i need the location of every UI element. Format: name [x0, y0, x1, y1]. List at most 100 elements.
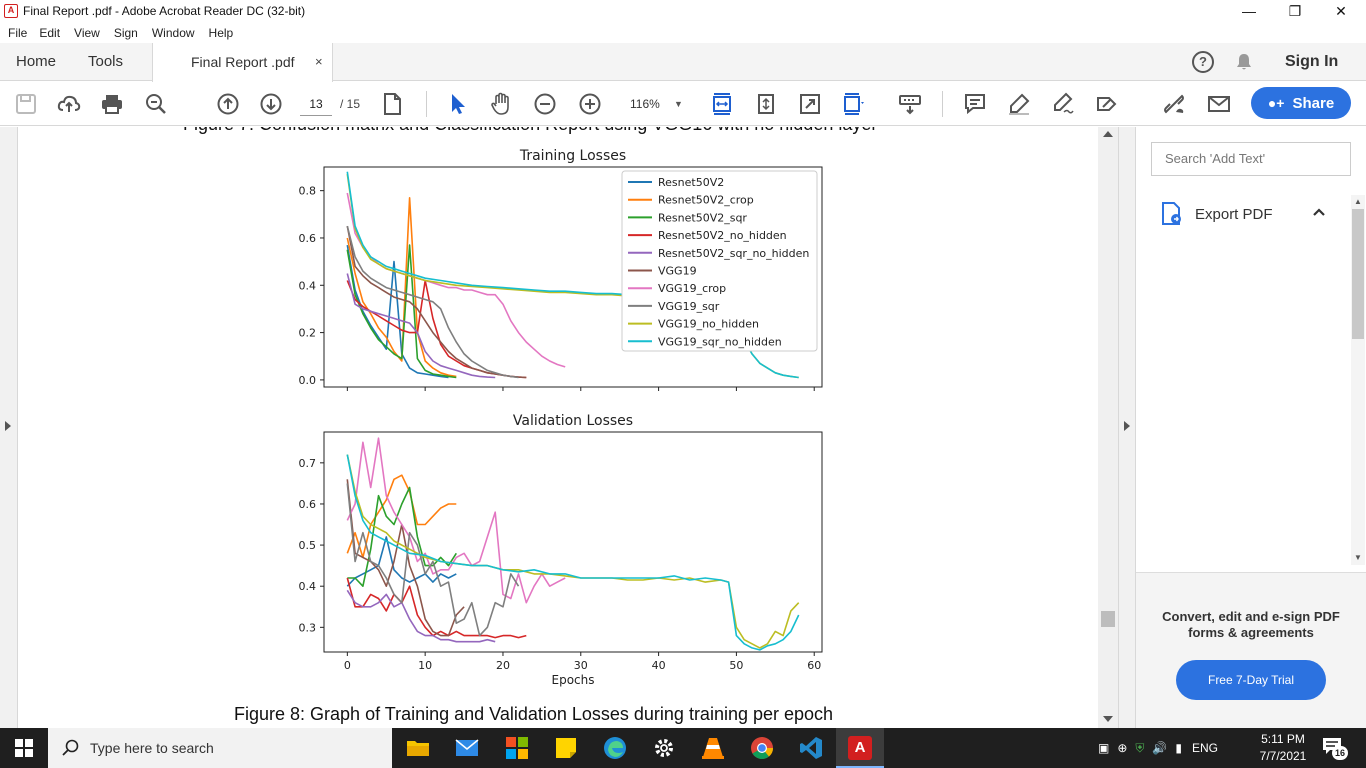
settings-gear-icon[interactable]: [650, 734, 678, 762]
scroll-thumb[interactable]: [1101, 611, 1115, 627]
menu-sign[interactable]: Sign: [113, 25, 138, 40]
validation-y-tick-label: 0.3: [299, 621, 317, 634]
menu-edit[interactable]: Edit: [39, 25, 61, 40]
acrobat-logo-icon: A: [4, 4, 18, 18]
legend-label: VGG19_no_hidden: [658, 318, 759, 331]
full-screen-icon[interactable]: [796, 90, 824, 118]
page-view-icon[interactable]: [378, 90, 406, 118]
legend-label: Resnet50V2_sqr_no_hidden: [658, 247, 809, 260]
fill-sign-icon[interactable]: [1093, 90, 1121, 118]
acrobat-taskbar-button[interactable]: A: [836, 728, 884, 768]
language-indicator[interactable]: ENG: [1191, 741, 1218, 755]
tools-search-input[interactable]: Search 'Add Text': [1151, 142, 1351, 176]
previous-page-icon[interactable]: [214, 90, 242, 118]
tab-document-label: Final Report .pdf: [191, 54, 295, 70]
vscode-icon[interactable]: [797, 734, 825, 762]
pdf-page: Figure 7: Confusion matrix and Classific…: [18, 127, 1098, 728]
mail-icon[interactable]: [453, 734, 481, 762]
zoom-in-icon[interactable]: [576, 90, 604, 118]
zoom-value: 116%: [630, 97, 660, 111]
vlc-icon[interactable]: [699, 734, 727, 762]
draw-sign-icon[interactable]: [1049, 90, 1077, 118]
highlight-pen-icon[interactable]: [1005, 90, 1033, 118]
taskbar-search[interactable]: Type here to search: [48, 728, 392, 768]
share-button[interactable]: ●+ Share: [1251, 87, 1351, 119]
meet-now-icon[interactable]: ▣: [1098, 741, 1110, 755]
help-icon[interactable]: ?: [1192, 51, 1214, 73]
legend-label: Resnet50V2_sqr: [658, 211, 747, 224]
validation-y-tick-label: 0.4: [299, 580, 317, 593]
tab-bar: Home Tools Final Report .pdf × ? Sign In: [0, 43, 1366, 82]
print-icon[interactable]: [98, 90, 126, 118]
menu-help[interactable]: Help: [208, 25, 234, 40]
panel-scroll-thumb[interactable]: [1352, 209, 1364, 339]
fit-width-icon[interactable]: [708, 90, 736, 118]
export-pdf-item[interactable]: Export PDF: [1161, 202, 1273, 226]
panel-scroll-down-icon[interactable]: ▼: [1354, 553, 1362, 562]
zoom-out-icon[interactable]: [531, 90, 559, 118]
chrome-icon[interactable]: [748, 734, 776, 762]
validation-series-vgg19-crop: [346, 437, 566, 604]
left-panel-toggle[interactable]: [0, 127, 18, 728]
file-explorer-icon[interactable]: [404, 734, 432, 762]
email-icon[interactable]: [1205, 90, 1233, 118]
menu-window[interactable]: Window: [151, 25, 195, 40]
tab-home[interactable]: Home: [16, 53, 57, 70]
battery-icon[interactable]: ▮: [1175, 741, 1182, 755]
network-icon[interactable]: ⊕: [1117, 741, 1128, 755]
validation-series-resnet50v2-sqr-no-hidden: [346, 589, 496, 643]
menu-view[interactable]: View: [74, 25, 100, 40]
tab-tools[interactable]: Tools: [88, 53, 124, 70]
free-trial-button[interactable]: Free 7-Day Trial: [1176, 660, 1326, 700]
chevron-up-icon[interactable]: [1312, 205, 1326, 222]
sticky-notes-icon[interactable]: [552, 734, 580, 762]
scroll-up-icon[interactable]: [1103, 131, 1113, 137]
toolbar-divider: [426, 91, 427, 117]
promo-box: Convert, edit and e-sign PDF forms & agr…: [1136, 572, 1366, 728]
link-icon[interactable]: [1160, 90, 1188, 118]
right-panel-toggle[interactable]: [1118, 127, 1136, 728]
hand-tool-icon[interactable]: [487, 90, 515, 118]
fit-page-icon[interactable]: [752, 90, 780, 118]
action-center-button[interactable]: 16: [1322, 737, 1348, 760]
start-button[interactable]: [0, 728, 48, 768]
training-series-resnet50v2-sqr: [346, 244, 457, 379]
notification-bell-icon[interactable]: [1234, 52, 1254, 75]
security-icon[interactable]: ⛨: [1135, 740, 1145, 755]
page-display-icon[interactable]: [840, 90, 868, 118]
find-zoom-icon[interactable]: [142, 90, 170, 118]
close-window-button[interactable]: ✕: [1335, 3, 1347, 19]
menu-file[interactable]: File: [8, 25, 28, 40]
keyboard-icon[interactable]: [896, 90, 924, 118]
menu-bar: File Edit View Sign Window Help: [0, 22, 1366, 43]
next-page-icon[interactable]: [257, 90, 285, 118]
legend-label: VGG19_crop: [658, 282, 726, 295]
page-number-input[interactable]: 13: [300, 92, 332, 116]
upload-cloud-icon[interactable]: [55, 90, 83, 118]
validation-series-vgg19-sqr-no-hidden: [346, 454, 800, 651]
chevron-down-icon: ▼: [674, 99, 683, 109]
scroll-down-icon[interactable]: [1103, 716, 1113, 722]
panel-scroll-up-icon[interactable]: ▲: [1354, 197, 1362, 206]
clock[interactable]: 5:11 PM 7/7/2021: [1255, 731, 1311, 765]
sign-in-link[interactable]: Sign In: [1285, 53, 1339, 70]
training-chart-title: Training Losses: [519, 148, 626, 164]
zoom-select[interactable]: 116% ▼: [618, 92, 688, 116]
minimize-button[interactable]: —: [1242, 3, 1256, 19]
system-tray: ▣ ⊕ ⛨ 🔊 ▮ ENG: [1098, 728, 1218, 768]
panel-scrollbar[interactable]: ▲ ▼: [1351, 195, 1365, 565]
tab-document[interactable]: Final Report .pdf ×: [152, 43, 333, 82]
edge-browser-icon[interactable]: [601, 734, 629, 762]
restore-button[interactable]: ❐: [1288, 3, 1302, 19]
save-icon[interactable]: [12, 90, 40, 118]
page-total: / 15: [340, 97, 361, 111]
select-cursor-icon[interactable]: [444, 90, 472, 118]
title-bar: A Final Report .pdf - Adobe Acrobat Read…: [0, 0, 1366, 22]
legend-label: VGG19: [658, 265, 697, 278]
validation-series-vgg19: [346, 479, 465, 637]
tab-close-icon[interactable]: ×: [315, 54, 323, 69]
office-icon[interactable]: [503, 734, 531, 762]
comment-icon[interactable]: [961, 90, 989, 118]
document-scrollbar[interactable]: [1098, 127, 1118, 728]
volume-icon[interactable]: 🔊: [1152, 741, 1168, 755]
